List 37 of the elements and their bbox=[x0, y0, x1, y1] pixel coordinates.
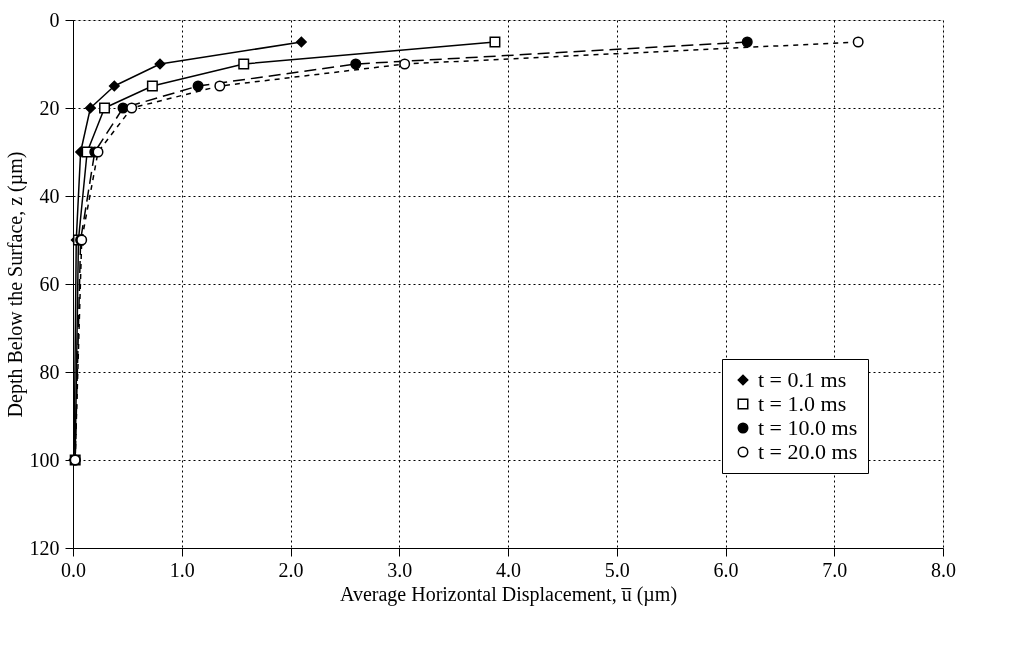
point bbox=[350, 58, 362, 70]
legend-label: t = 1.0 ms bbox=[758, 391, 847, 416]
x-tick-label: 8.0 bbox=[931, 558, 956, 581]
point bbox=[741, 36, 753, 48]
x-tick-label: 5.0 bbox=[604, 558, 630, 581]
point bbox=[295, 36, 307, 48]
x-tick-label: 4.0 bbox=[496, 558, 521, 581]
x-tick-label: 7.0 bbox=[822, 558, 848, 581]
point bbox=[238, 58, 250, 70]
point bbox=[852, 36, 864, 48]
point bbox=[214, 80, 226, 92]
legend-label: t = 20.0 ms bbox=[758, 439, 858, 464]
y-tick-label: 40 bbox=[39, 184, 60, 207]
point bbox=[489, 36, 501, 48]
legend-label: t = 0.1 ms bbox=[758, 367, 847, 392]
point bbox=[84, 102, 96, 114]
x-tick-label: 6.0 bbox=[713, 558, 739, 581]
y-tick-label: 80 bbox=[39, 360, 60, 383]
y-tick-label: 100 bbox=[29, 448, 60, 471]
x-axis-title: Average Horizontal Displacement, u̅ (µm) bbox=[339, 582, 678, 606]
y-tick-label: 0 bbox=[49, 8, 60, 31]
y-axis-title: Depth Below the Surface, z (µm) bbox=[3, 151, 27, 418]
y-tick-label: 120 bbox=[29, 536, 60, 559]
point bbox=[99, 102, 111, 114]
x-tick-label: 2.0 bbox=[278, 558, 304, 581]
point bbox=[192, 80, 204, 92]
y-tick-label: 20 bbox=[39, 96, 60, 119]
point bbox=[154, 58, 166, 70]
x-tick-label: 0.0 bbox=[61, 558, 86, 581]
point bbox=[399, 58, 411, 70]
point bbox=[146, 80, 158, 92]
point bbox=[126, 102, 138, 114]
legend-label: t = 10.0 ms bbox=[758, 415, 858, 440]
x-tick-label: 1.0 bbox=[169, 558, 195, 581]
x-tick-label: 3.0 bbox=[387, 558, 413, 581]
y-tick-label: 60 bbox=[39, 272, 60, 295]
point bbox=[108, 80, 120, 92]
